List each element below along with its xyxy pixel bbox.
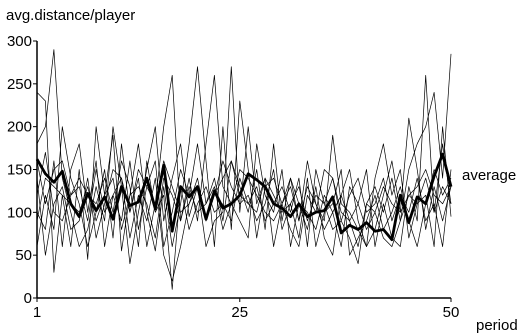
y-axis-label: avg.distance/player (6, 7, 135, 24)
y-tick-label: 200 (7, 119, 32, 136)
x-tick-label: 50 (443, 304, 460, 321)
player-series-line (36, 74, 452, 256)
average-series-line (35, 152, 453, 242)
y-tick-labels: 0 50 100 150 200 250 300 (7, 33, 32, 307)
x-tick-label: 25 (231, 304, 248, 321)
x-tick-label: 1 (33, 304, 41, 321)
y-tick-label: 50 (15, 247, 32, 264)
y-tick-label: 150 (7, 162, 32, 179)
player-series-line (36, 152, 452, 290)
series-group (35, 49, 453, 290)
player-series-line (36, 49, 452, 265)
y-tick-label: 100 (7, 204, 32, 221)
y-tick-marks (33, 40, 37, 299)
y-tick-label: 300 (7, 33, 32, 50)
y-tick-label: 250 (7, 76, 32, 93)
average-annotation: average (462, 167, 516, 184)
x-tick-labels: 1 25 50 (33, 304, 460, 321)
x-tick-marks (36, 298, 452, 302)
player-series-line (36, 53, 452, 273)
x-axis-label: period (476, 317, 518, 333)
player-series-line (36, 160, 452, 230)
y-tick-label: 0 (24, 290, 32, 307)
player-series-line (36, 169, 452, 247)
player-series-line (36, 74, 452, 247)
